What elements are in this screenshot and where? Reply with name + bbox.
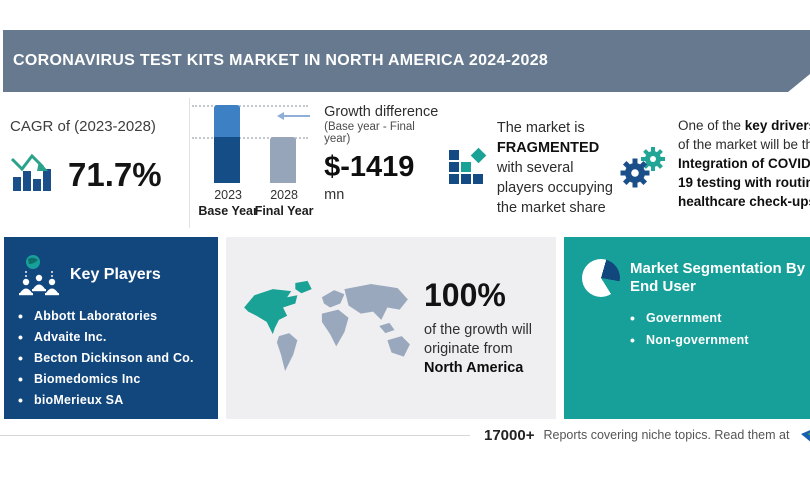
growth-difference-unit: mn [324,187,345,203]
divider [0,434,470,436]
list-item: Becton Dickinson and Co. [18,350,208,366]
cagr-value: 71.7% [68,156,162,193]
bar-chart-trend-icon [10,151,56,191]
fragmented-emphasis: FRAGMENTED [496,140,600,156]
list-item: Abbott Laboratories [18,308,208,324]
growth-origin-region: North America [424,359,524,376]
list-item: bioMerieux SA [18,392,208,408]
growth-difference-title: Growth difference [324,104,439,120]
bar-label-2028: 2028 Final Year [254,188,314,218]
left-arrow-icon [277,112,311,120]
dotted-guide-line [192,137,309,139]
list-item: Biomedomics Inc [18,371,208,387]
growth-origin-line: of the growth will originate from North … [424,321,532,376]
key-players-title: Key Players [70,266,161,283]
growth-difference-value: $-1419 [324,151,415,183]
header-bar: CORONAVIRUS TEST KITS MARKET IN NORTH AM… [3,30,810,92]
technavio-arrow-icon [801,427,810,444]
list-item: Government [630,310,810,326]
growth-origin-value: 100% [424,276,506,313]
key-driver-block: One of the key drivers of the market wil… [620,92,810,236]
growth-difference-subtitle: (Base year - Final year) [324,121,415,145]
segmentation-panel: Market Segmentation By End User Governme… [564,237,810,419]
bar-2023-growth-segment [214,105,241,137]
bar-2023-base [214,137,241,183]
key-players-panel: Key Players Abbott Laboratories Advaite … [4,237,218,419]
footer: 17000+ Reports covering niche topics. Re… [0,425,810,445]
fragmented-squares-icon [448,147,487,186]
panel-row: Key Players Abbott Laboratories Advaite … [4,237,810,419]
bar-2028 [270,137,297,183]
growth-difference-text: Growth difference (Base year - Final yea… [324,104,444,203]
list-item: Advaite Inc. [18,329,208,345]
growth-origin-text: 100% of the growth will originate from N… [424,279,554,378]
top-stats-row: CAGR of (2023-2028) 71.7% [0,92,810,236]
world-map [238,276,414,380]
page-title: CORONAVIRUS TEST KITS MARKET IN NORTH AM… [13,52,549,69]
market-structure-block: The market is FRAGMENTED with several pl… [448,92,620,236]
dotted-guide-line [192,105,309,107]
key-driver-text: One of the key drivers of the market wil… [678,118,810,209]
growth-origin-panel: 100% of the growth will originate from N… [226,237,556,419]
cagr-block: CAGR of (2023-2028) 71.7% [0,92,189,236]
report-count: 17000+ [484,426,535,444]
footer-text: Reports covering niche topics. Read them… [543,428,790,442]
org-chart-globe-icon [18,253,60,297]
market-structure-text: The market is FRAGMENTED with several pl… [496,120,613,216]
bar-label-2023: 2023 Base Year [198,188,258,218]
divider [189,98,191,228]
segmentation-list: Government Non-government [630,310,810,348]
growth-difference-block: 2023 Base Year 2028 Final Year Growth di… [190,92,441,236]
technavio-logo: technavio [801,425,810,445]
segmentation-title: Market Segmentation By End User [630,260,806,295]
cagr-label: CAGR of (2023-2028) [10,118,156,135]
pie-chart-icon [582,259,620,297]
gears-icon [620,146,668,236]
list-item: Non-government [630,332,810,348]
key-players-list: Abbott Laboratories Advaite Inc. Becton … [18,308,208,408]
